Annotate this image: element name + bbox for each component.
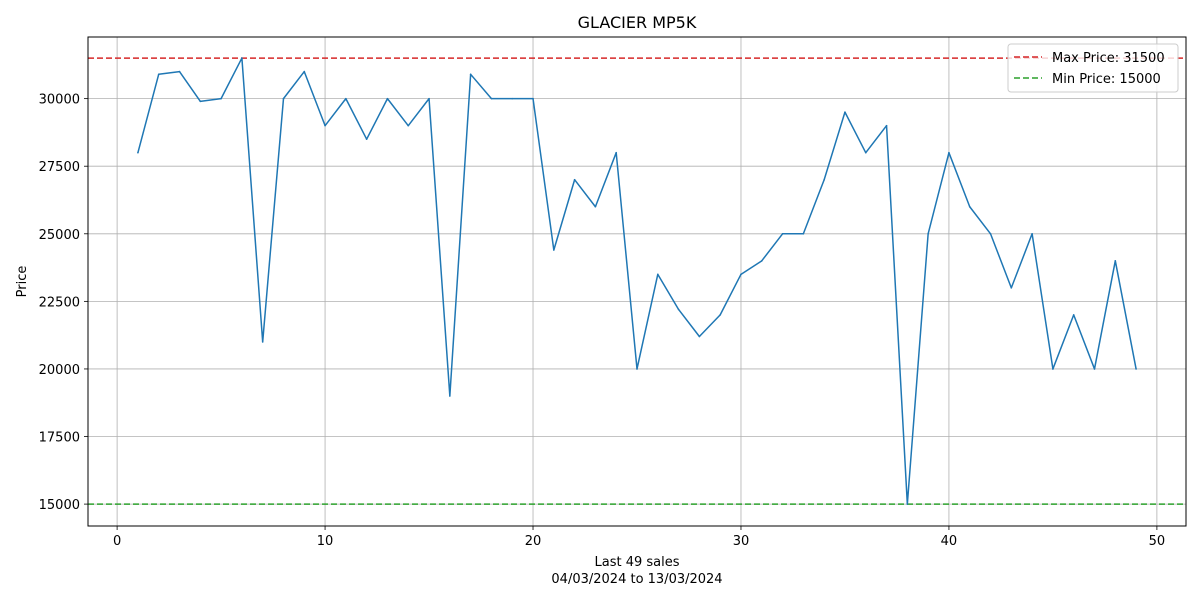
- price-point: [1135, 368, 1137, 370]
- price-point: [968, 205, 971, 208]
- price-point: [199, 100, 202, 103]
- y-tick-label: 30000: [39, 93, 80, 108]
- legend-min-price-label: Min Price: 15000: [1052, 72, 1161, 87]
- price-point: [1031, 232, 1033, 235]
- price-point: [823, 178, 825, 181]
- price-point: [594, 205, 597, 208]
- price-point: [1010, 287, 1013, 289]
- y-tick-label: 27500: [39, 160, 80, 175]
- plot-frame: [87, 36, 1187, 527]
- price-point: [656, 273, 659, 276]
- price-point: [719, 314, 721, 316]
- price-point: [927, 232, 929, 235]
- price-point: [760, 260, 763, 262]
- x-tick-label: 10: [317, 534, 334, 549]
- chart-title: GLACIER MP5K: [578, 13, 697, 32]
- price-point: [1114, 260, 1117, 262]
- price-point: [157, 73, 160, 76]
- price-point: [178, 70, 181, 73]
- price-point: [220, 97, 222, 100]
- y-tick-label: 17500: [39, 431, 80, 446]
- series-layer: [137, 57, 1137, 505]
- price-point: [1093, 368, 1096, 370]
- x-axis-sublabel: 04/03/2024 to 13/03/2024: [551, 572, 722, 587]
- y-axis-ticks: 15000 17500 20000 22500 25000 27500 30000: [39, 93, 88, 513]
- price-point: [511, 97, 514, 100]
- price-point: [677, 308, 680, 311]
- legend-max-price-label: Max Price: 31500: [1052, 51, 1165, 66]
- price-point: [1072, 314, 1075, 316]
- price-point: [324, 124, 326, 127]
- price-point: [449, 395, 451, 397]
- y-tick-label: 15000: [39, 498, 80, 513]
- grid: [88, 37, 1186, 526]
- price-point: [345, 97, 347, 100]
- y-tick-label: 22500: [39, 295, 80, 310]
- price-point: [365, 138, 368, 140]
- x-axis-label: Last 49 sales: [594, 555, 679, 570]
- price-point: [615, 151, 618, 154]
- y-tick-label: 20000: [39, 363, 80, 378]
- price-series-line: [137, 57, 1137, 505]
- y-axis-label: Price: [15, 266, 30, 298]
- price-point: [407, 124, 410, 127]
- price-point: [885, 124, 888, 127]
- price-point: [906, 503, 909, 505]
- price-point: [1052, 368, 1054, 370]
- price-point: [137, 151, 139, 154]
- legend-box: [1007, 43, 1179, 93]
- price-point: [490, 97, 493, 100]
- price-point: [636, 368, 638, 370]
- price-point: [844, 111, 846, 113]
- price-point: [573, 178, 576, 181]
- y-tick-label: 25000: [39, 228, 80, 243]
- reference-lines: [88, 57, 1186, 505]
- price-point: [428, 97, 430, 100]
- price-point: [241, 57, 243, 59]
- price-point: [802, 232, 805, 235]
- price-point: [740, 273, 742, 276]
- price-point: [532, 97, 534, 100]
- x-tick-label: 40: [941, 534, 958, 549]
- price-point: [261, 341, 264, 343]
- price-point: [386, 97, 389, 100]
- price-point: [948, 151, 950, 154]
- x-axis-ticks: 0 10 20 30 40 50: [113, 526, 1165, 549]
- price-point: [303, 70, 306, 73]
- x-tick-label: 0: [113, 534, 121, 549]
- price-point: [469, 73, 472, 76]
- price-point: [553, 249, 555, 251]
- x-tick-label: 50: [1149, 534, 1166, 549]
- price-point: [864, 151, 867, 154]
- price-point: [282, 97, 285, 100]
- x-tick-label: 30: [733, 534, 750, 549]
- price-point: [698, 335, 701, 338]
- price-point: [989, 232, 992, 235]
- x-tick-label: 20: [525, 534, 542, 549]
- price-point: [781, 232, 784, 235]
- legend: Max Price: 31500 Min Price: 15000: [1007, 43, 1179, 93]
